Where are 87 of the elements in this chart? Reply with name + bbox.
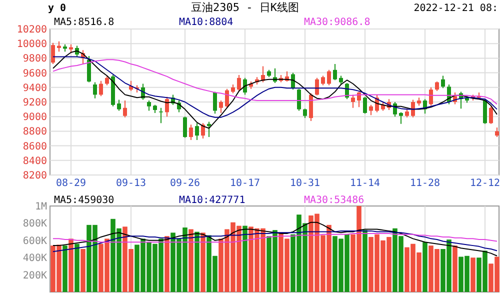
candlestick bbox=[303, 108, 307, 119]
candlestick bbox=[201, 122, 205, 139]
x-tick-label: 11-14 bbox=[350, 178, 380, 189]
x-tick-label: 12-12 bbox=[470, 178, 500, 189]
bar bbox=[188, 229, 194, 292]
text: MA5:459030 bbox=[54, 195, 114, 206]
text: MA10:427771 bbox=[179, 195, 246, 206]
candlestick bbox=[435, 81, 439, 92]
y-tick-label: 8400 bbox=[22, 156, 47, 167]
line-series bbox=[52, 230, 498, 252]
candlestick bbox=[87, 56, 91, 83]
line-series bbox=[52, 233, 498, 243]
candlestick bbox=[189, 124, 193, 140]
candlestick bbox=[363, 96, 367, 114]
chart-title: 豆油2305 - 日K线图 bbox=[191, 1, 299, 14]
y-tick-label: 9800 bbox=[22, 54, 47, 65]
text: 2022-12-21 08: bbox=[414, 3, 498, 14]
y-tick-label: 600K bbox=[22, 236, 47, 247]
candlestick bbox=[411, 99, 415, 118]
y-tick-label: 8800 bbox=[22, 126, 47, 138]
bar bbox=[452, 246, 458, 292]
candlestick bbox=[123, 100, 127, 118]
candlestick bbox=[351, 94, 355, 108]
candlestick bbox=[183, 116, 187, 138]
x-tick-label: 09-13 bbox=[116, 178, 146, 189]
bar bbox=[74, 244, 80, 292]
bar bbox=[164, 236, 170, 292]
candlestick bbox=[369, 104, 373, 116]
candlestick bbox=[327, 69, 331, 86]
candlestick bbox=[309, 92, 313, 122]
text: MA30:9086.8 bbox=[304, 17, 370, 28]
y-tick-label: 9000 bbox=[22, 112, 47, 124]
bar bbox=[470, 258, 476, 292]
x-tick-label: 10-17 bbox=[230, 178, 260, 189]
candlestick bbox=[165, 96, 169, 118]
candlestick bbox=[195, 122, 199, 140]
candlestick bbox=[225, 88, 229, 108]
candlestick bbox=[399, 112, 403, 124]
bar bbox=[62, 246, 68, 292]
text: MA10:8804 bbox=[179, 17, 234, 28]
candlestick bbox=[441, 75, 445, 89]
candlestick bbox=[237, 74, 241, 92]
text: y 0 bbox=[48, 3, 66, 14]
y-tick-label: 10000 bbox=[16, 39, 47, 50]
candlestick bbox=[105, 75, 109, 86]
y-tick-label: 800K bbox=[22, 218, 47, 230]
candlestick bbox=[495, 127, 499, 138]
candlestick bbox=[99, 80, 103, 97]
candlestick bbox=[159, 107, 163, 124]
x-tick-label: 11-28 bbox=[410, 178, 440, 189]
candlestick bbox=[489, 106, 493, 124]
y-tick-label: 10200 bbox=[16, 24, 47, 36]
x-tick-label: 08-29 bbox=[56, 178, 86, 189]
x-tick-label: 10-31 bbox=[290, 178, 320, 189]
bar bbox=[200, 232, 206, 292]
y-tick-label: 9200 bbox=[22, 98, 47, 108]
candlestick bbox=[429, 86, 433, 106]
candlestick bbox=[51, 42, 55, 65]
y-tick-label: 400K bbox=[22, 253, 47, 264]
bar bbox=[242, 226, 248, 292]
bar bbox=[422, 242, 428, 292]
bar bbox=[80, 249, 86, 292]
text: MA5:8516.8 bbox=[54, 17, 114, 28]
candlestick bbox=[219, 100, 223, 114]
candlestick bbox=[483, 98, 487, 124]
candlestick bbox=[213, 91, 217, 114]
candlestick bbox=[243, 77, 247, 96]
candlestick bbox=[315, 77, 319, 96]
bar bbox=[68, 238, 74, 292]
candlestick bbox=[297, 88, 301, 112]
candlestick bbox=[57, 40, 61, 52]
y-tick-label: 8600 bbox=[22, 141, 47, 152]
bar bbox=[362, 230, 368, 292]
text: MA30:53486 bbox=[304, 195, 364, 206]
candlestick bbox=[333, 64, 337, 81]
x-tick-label: 09-26 bbox=[170, 178, 200, 189]
candlestick bbox=[321, 75, 325, 86]
candlestick bbox=[93, 82, 97, 99]
y-tick-label: 9600 bbox=[22, 68, 47, 80]
candlestick bbox=[117, 99, 121, 112]
y-tick-label: 200K bbox=[22, 270, 47, 282]
bar bbox=[194, 232, 200, 292]
y-tick-label: 9400 bbox=[22, 82, 47, 94]
candlestick bbox=[147, 100, 151, 112]
line-series bbox=[52, 222, 498, 256]
y-tick-label: 1M bbox=[34, 202, 47, 212]
y-tick-label: 8200 bbox=[22, 170, 47, 182]
